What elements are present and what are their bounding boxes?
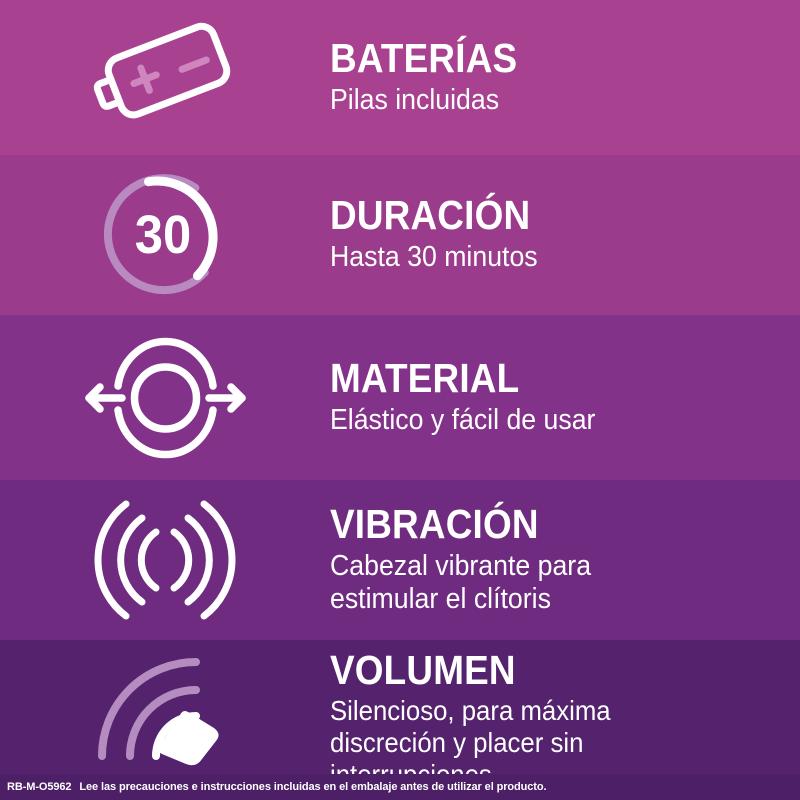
footer-product-code: RB-M-O5962	[7, 781, 72, 793]
baterias-subtitle: Pilas incluidas	[330, 83, 500, 116]
feature-band-duracion: 30 DURACIÓN Hasta 30 minutos	[0, 155, 800, 315]
feature-band-material: MATERIAL Elástico y fácil de usar	[0, 315, 800, 480]
stretch-arrows-icon-container	[0, 315, 330, 480]
vibracion-text-block: VIBRACIÓN Cabezal vibrante para estimula…	[330, 501, 800, 616]
vibracion-subtitle-line-1: Cabezal vibrante para	[330, 549, 592, 582]
battery-icon	[93, 22, 231, 118]
footer-disclaimer-bar: RB-M-O5962 Lee las precauciones e instru…	[0, 774, 800, 800]
battery-icon-container	[0, 0, 330, 155]
vibracion-subtitle: Cabezal vibrante para estimular el clíto…	[330, 550, 746, 616]
speaker-volume-icon-container	[0, 640, 330, 800]
baterias-title: BATERÍAS	[330, 34, 518, 81]
material-text-block: MATERIAL Elástico y fácil de usar	[330, 354, 800, 437]
stretch-arrows-icon	[84, 337, 246, 458]
volumen-text-block: VOLUMEN Silencioso, para máxima discreci…	[330, 646, 800, 791]
feature-band-vibracion: VIBRACIÓN Cabezal vibrante para estimula…	[0, 480, 800, 640]
material-subtitle: Elástico y fácil de usar	[330, 403, 596, 436]
vibracion-title: VIBRACIÓN	[330, 501, 539, 548]
footer-disclaimer-text: Lee las precauciones e instrucciones inc…	[79, 781, 547, 793]
volumen-title: VOLUMEN	[330, 646, 516, 693]
duracion-text-block: DURACIÓN Hasta 30 minutos	[330, 192, 800, 274]
duracion-title: DURACIÓN	[330, 192, 531, 239]
feature-band-baterias: BATERÍAS Pilas incluidas	[0, 0, 800, 155]
dial-value-label: 30	[135, 206, 191, 266]
duration-dial-icon: 30	[104, 174, 218, 295]
vibracion-subtitle-line-2: estimular el clítoris	[330, 582, 551, 615]
duracion-subtitle: Hasta 30 minutos	[330, 241, 538, 274]
material-title: MATERIAL	[330, 354, 520, 401]
speaker-cone	[158, 711, 219, 766]
vibration-waves-icon-container	[0, 480, 330, 640]
speaker-volume-icon	[98, 658, 219, 766]
volumen-subtitle-line-2: discreción y placer sin	[330, 727, 584, 759]
duration-dial-icon-container: 30	[0, 155, 330, 315]
dial-progress	[144, 176, 218, 281]
baterias-text-block: BATERÍAS Pilas incluidas	[330, 34, 800, 117]
volumen-subtitle-line-1: Silencioso, para máxima	[330, 695, 611, 727]
vibration-waves-icon	[94, 500, 236, 620]
